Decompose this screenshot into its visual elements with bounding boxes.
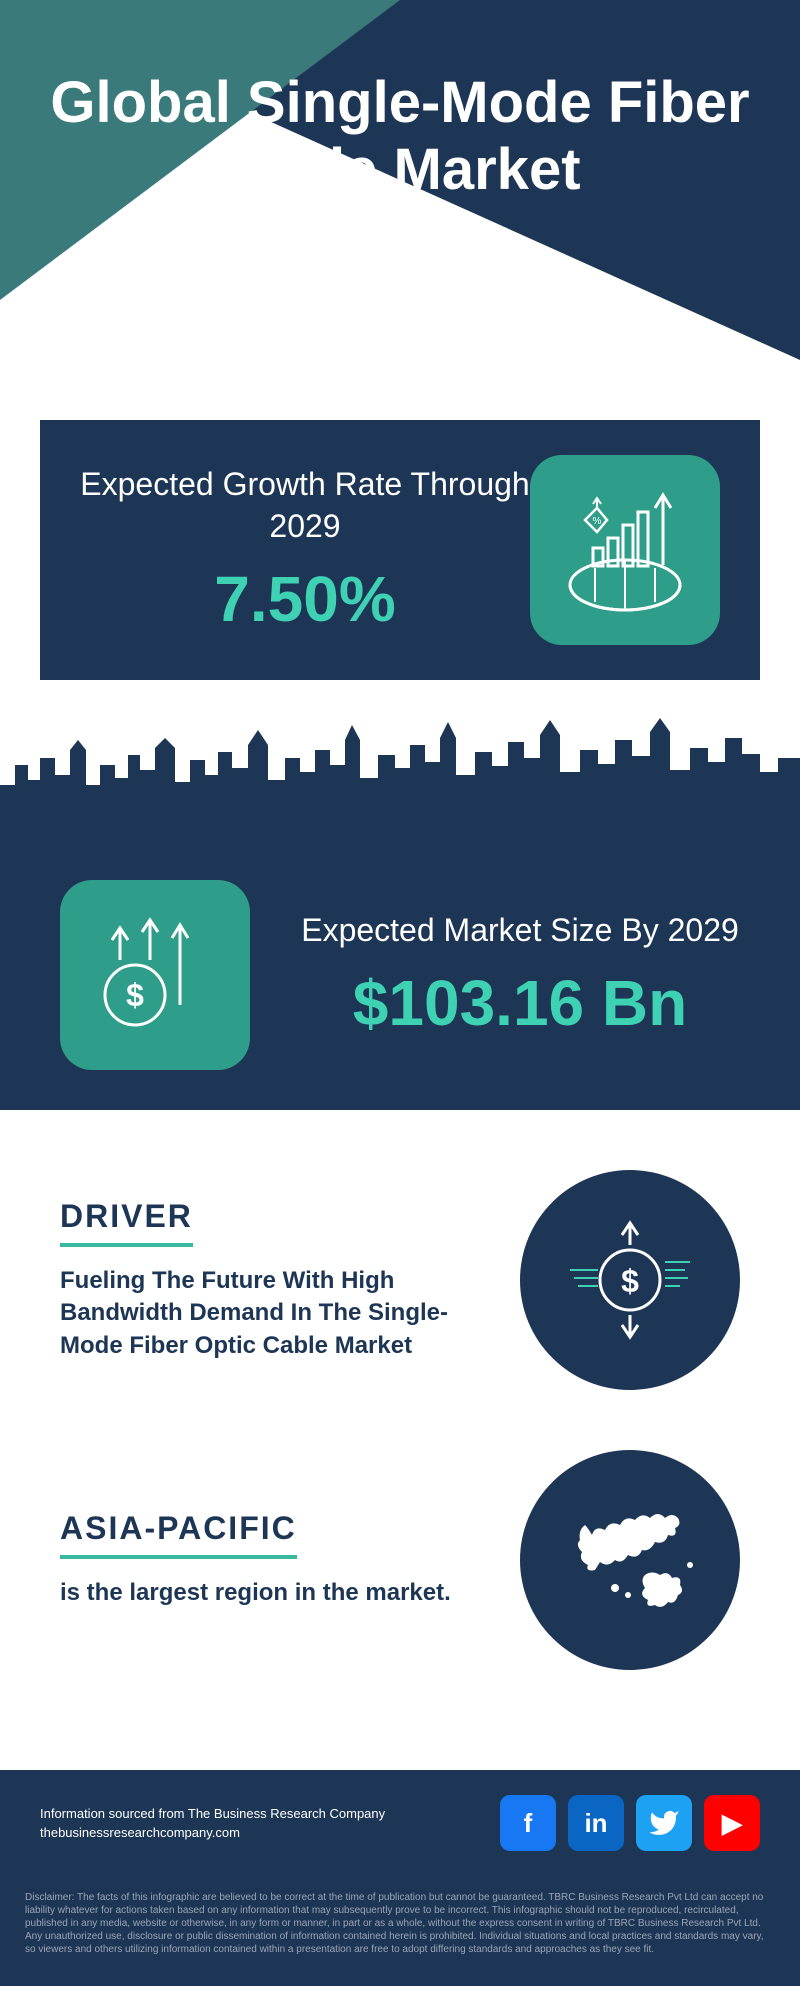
svg-text:$: $ <box>126 977 144 1013</box>
growth-rate-card: Expected Growth Rate Through 2029 7.50% … <box>40 420 760 680</box>
svg-text:$: $ <box>621 1263 639 1299</box>
driver-desc: Fueling The Future With High Bandwidth D… <box>60 1265 480 1362</box>
market-size-value: $103.16 Bn <box>300 966 740 1040</box>
footer-text: Information sourced from The Business Re… <box>40 1804 385 1843</box>
youtube-icon[interactable]: ▶ <box>704 1795 760 1851</box>
footer: Information sourced from The Business Re… <box>0 1770 800 1876</box>
region-desc: is the largest region in the market. <box>60 1577 480 1609</box>
footer-url: thebusinessresearchcompany.com <box>40 1823 385 1843</box>
region-title: ASIA-PACIFIC <box>60 1510 297 1559</box>
region-section: ASIA-PACIFIC is the largest region in th… <box>60 1450 740 1670</box>
growth-chart-icon: % <box>530 455 720 645</box>
dollar-arrows-icon: $ <box>60 880 250 1070</box>
map-icon <box>520 1450 740 1670</box>
driver-title: DRIVER <box>60 1198 193 1247</box>
region-text: ASIA-PACIFIC is the largest region in th… <box>60 1510 480 1609</box>
svg-text:%: % <box>593 516 602 527</box>
growth-rate-label: Expected Growth Rate Through 2029 <box>80 464 530 547</box>
market-size-text: Expected Market Size By 2029 $103.16 Bn <box>300 910 740 1041</box>
linkedin-icon[interactable]: in <box>568 1795 624 1851</box>
market-size-label: Expected Market Size By 2029 <box>300 910 740 952</box>
disclaimer: Disclaimer: The facts of this infographi… <box>0 1876 800 1986</box>
header: Global Single-Mode Fiber Cable Market <box>0 0 800 420</box>
growth-rate-text: Expected Growth Rate Through 2029 7.50% <box>80 464 530 636</box>
social-links: f in ▶ <box>500 1795 760 1851</box>
facebook-icon[interactable]: f <box>500 1795 556 1851</box>
twitter-icon[interactable] <box>636 1795 692 1851</box>
skyline-divider <box>0 710 800 840</box>
driver-text: DRIVER Fueling The Future With High Band… <box>60 1198 480 1362</box>
market-size-card: $ Expected Market Size By 2029 $103.16 B… <box>0 840 800 1110</box>
driver-section: DRIVER Fueling The Future With High Band… <box>60 1170 740 1390</box>
footer-source: Information sourced from The Business Re… <box>40 1804 385 1824</box>
growth-rate-value: 7.50% <box>80 562 530 636</box>
driver-icon: $ <box>520 1170 740 1390</box>
page-title: Global Single-Mode Fiber Cable Market <box>0 70 800 203</box>
